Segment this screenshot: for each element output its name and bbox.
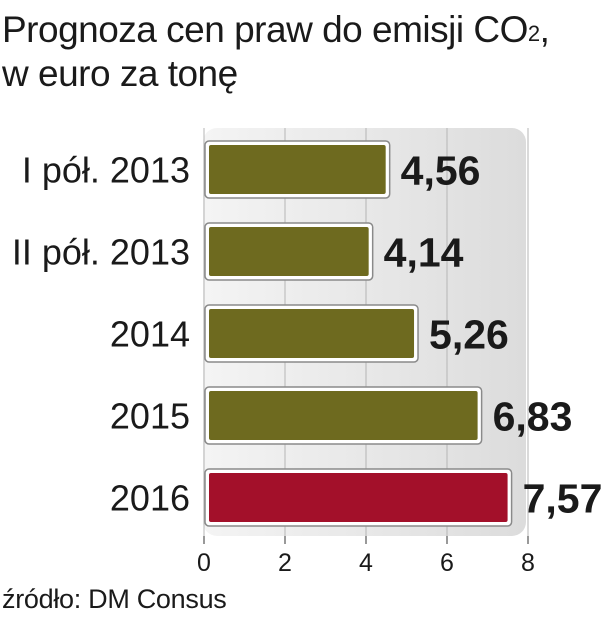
category-label: 2014: [110, 314, 190, 355]
category-label: 2016: [110, 478, 190, 519]
x-tick-label: 0: [197, 549, 211, 577]
category-label: 2015: [110, 396, 190, 437]
bar-fill: [209, 309, 415, 358]
x-tick-label: 2: [278, 549, 292, 577]
category-label: I pół. 2013: [22, 150, 190, 191]
value-label: 6,83: [493, 394, 573, 440]
chart-title-main: Prognoza cen praw do emisji CO: [2, 9, 528, 50]
source-note: źródło: DM Consus: [2, 584, 227, 614]
value-label: 4,56: [401, 148, 481, 194]
value-label: 7,57: [523, 476, 603, 522]
x-tick-label: 4: [359, 549, 373, 577]
chart-subtitle: w euro za tonę: [2, 53, 238, 94]
bar-fill: [209, 145, 386, 194]
chart-title: Prognoza cen praw do emisji CO2, w euro …: [2, 8, 550, 96]
bar-fill: [209, 473, 508, 522]
category-label: II pół. 2013: [12, 232, 190, 273]
value-label: 5,26: [429, 312, 509, 358]
bar-fill: [209, 227, 369, 276]
x-tick-label: 8: [521, 549, 535, 577]
chart-title-superscript: 2: [527, 21, 540, 46]
x-tick-label: 6: [440, 549, 454, 577]
chart-title-suffix: ,: [539, 9, 550, 50]
value-label: 4,14: [384, 230, 464, 276]
bar-fill: [209, 391, 478, 440]
